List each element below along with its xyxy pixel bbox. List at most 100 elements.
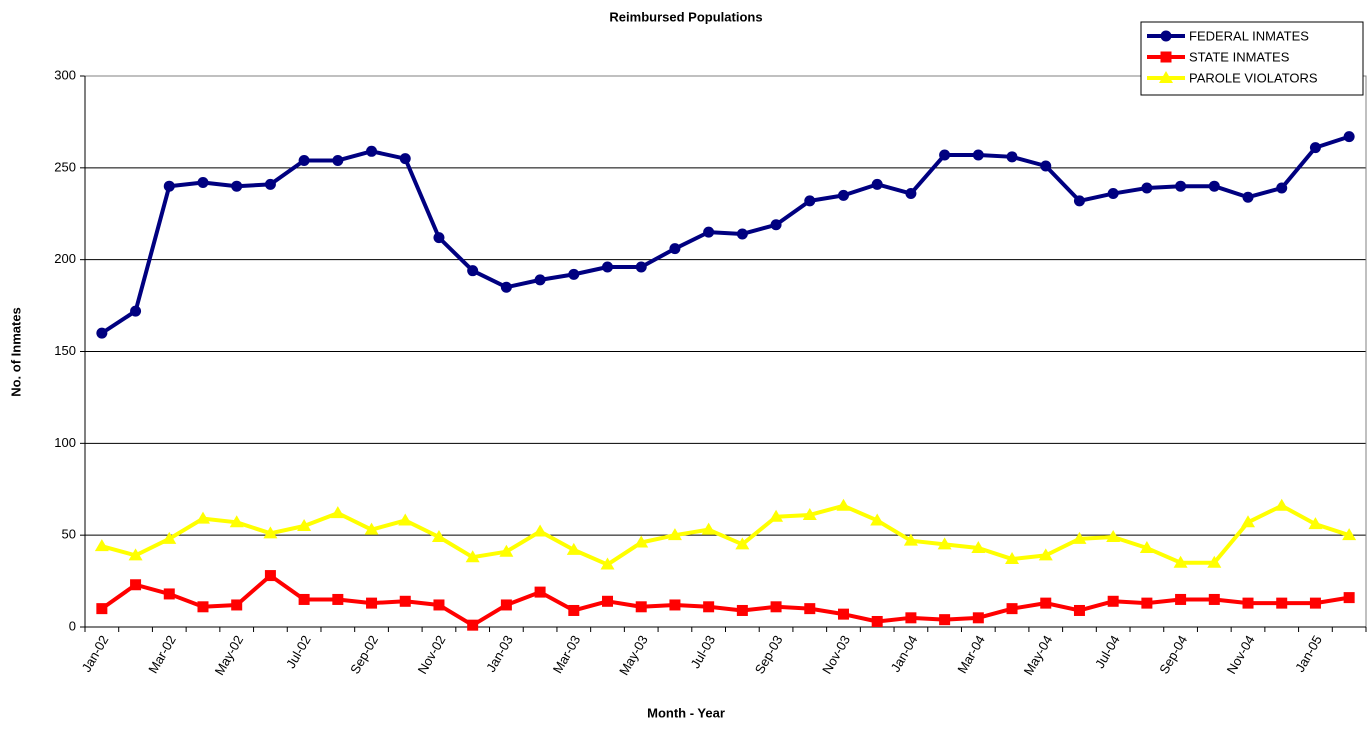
data-point (533, 524, 548, 537)
data-point (939, 614, 951, 626)
data-point (600, 557, 615, 570)
data-point (870, 513, 885, 526)
data-point (566, 542, 581, 555)
data-point (128, 548, 143, 561)
data-point (231, 180, 243, 192)
legend-marker (1160, 30, 1172, 42)
y-axis-label: No. of Inmates (8, 307, 23, 397)
data-point (937, 537, 952, 550)
data-point (366, 597, 378, 609)
data-point (903, 533, 918, 546)
data-point (231, 599, 243, 611)
data-point (465, 550, 480, 563)
y-tick-label: 300 (54, 67, 76, 82)
data-point (433, 599, 445, 611)
data-point (330, 506, 345, 519)
data-point (162, 531, 177, 544)
data-point (837, 189, 849, 201)
data-point (264, 178, 276, 190)
data-point (669, 599, 681, 611)
data-point (770, 219, 782, 231)
y-tick-label: 200 (54, 251, 76, 266)
data-point (635, 601, 647, 613)
data-point (735, 537, 750, 550)
y-tick-label: 150 (54, 343, 76, 358)
data-point (467, 265, 479, 277)
data-point (1208, 180, 1220, 192)
legend-marker (1160, 51, 1172, 63)
data-point (96, 327, 108, 339)
data-point (1073, 604, 1085, 616)
data-point (1106, 530, 1121, 543)
data-point (1141, 182, 1153, 194)
data-point (1276, 597, 1288, 609)
data-point (871, 178, 883, 190)
data-point (197, 177, 209, 189)
data-point (971, 541, 986, 554)
data-point (1173, 555, 1188, 568)
data-point (1308, 517, 1323, 530)
legend-marker (1159, 71, 1173, 83)
data-point (1107, 188, 1119, 200)
data-point (1309, 597, 1321, 609)
data-point (804, 603, 816, 615)
data-point (939, 149, 951, 161)
data-point (332, 154, 344, 166)
data-point (364, 522, 379, 535)
data-point (1274, 498, 1289, 511)
data-point (568, 604, 580, 616)
data-point (94, 539, 109, 552)
data-point (229, 515, 244, 528)
data-point (669, 243, 681, 255)
data-point (736, 604, 748, 616)
data-point (1207, 555, 1222, 568)
chart-title: Reimbursed Populations (609, 9, 762, 24)
data-point (433, 232, 445, 244)
data-point (1038, 548, 1053, 561)
data-point (431, 530, 446, 543)
data-point (836, 498, 851, 511)
y-tick-label: 0 (69, 618, 76, 633)
data-point (972, 149, 984, 161)
data-point (602, 595, 614, 607)
data-point (500, 281, 512, 293)
data-point (1072, 531, 1087, 544)
data-point (1006, 603, 1018, 615)
series-line (101, 503, 1350, 567)
data-point (1005, 552, 1020, 565)
data-point (163, 588, 175, 600)
data-point (871, 615, 883, 627)
data-point (701, 522, 716, 535)
legend-label: FEDERAL INMATES (1189, 28, 1309, 43)
data-point (802, 507, 817, 520)
data-point (130, 579, 142, 591)
data-point (1040, 597, 1052, 609)
data-point (1241, 515, 1256, 528)
data-point (467, 619, 479, 631)
data-point (1242, 597, 1254, 609)
data-point (568, 268, 580, 280)
data-point (399, 153, 411, 165)
data-point (1141, 597, 1153, 609)
y-tick-label: 250 (54, 159, 76, 174)
data-point (297, 518, 312, 531)
data-point (1342, 528, 1357, 541)
data-point (1242, 191, 1254, 203)
series-line (100, 573, 1350, 628)
data-point (398, 513, 413, 526)
data-point (1006, 151, 1018, 163)
y-tick-label: 100 (54, 435, 76, 450)
data-point (195, 511, 210, 524)
data-point (634, 535, 649, 548)
data-point (703, 226, 715, 238)
legend-label: STATE INMATES (1189, 49, 1290, 64)
data-point (1343, 592, 1355, 604)
data-point (703, 601, 715, 613)
legend-label: PAROLE VIOLATORS (1189, 70, 1318, 85)
data-point (197, 601, 209, 613)
data-point (534, 586, 546, 598)
data-point (837, 608, 849, 620)
data-point (96, 603, 108, 615)
